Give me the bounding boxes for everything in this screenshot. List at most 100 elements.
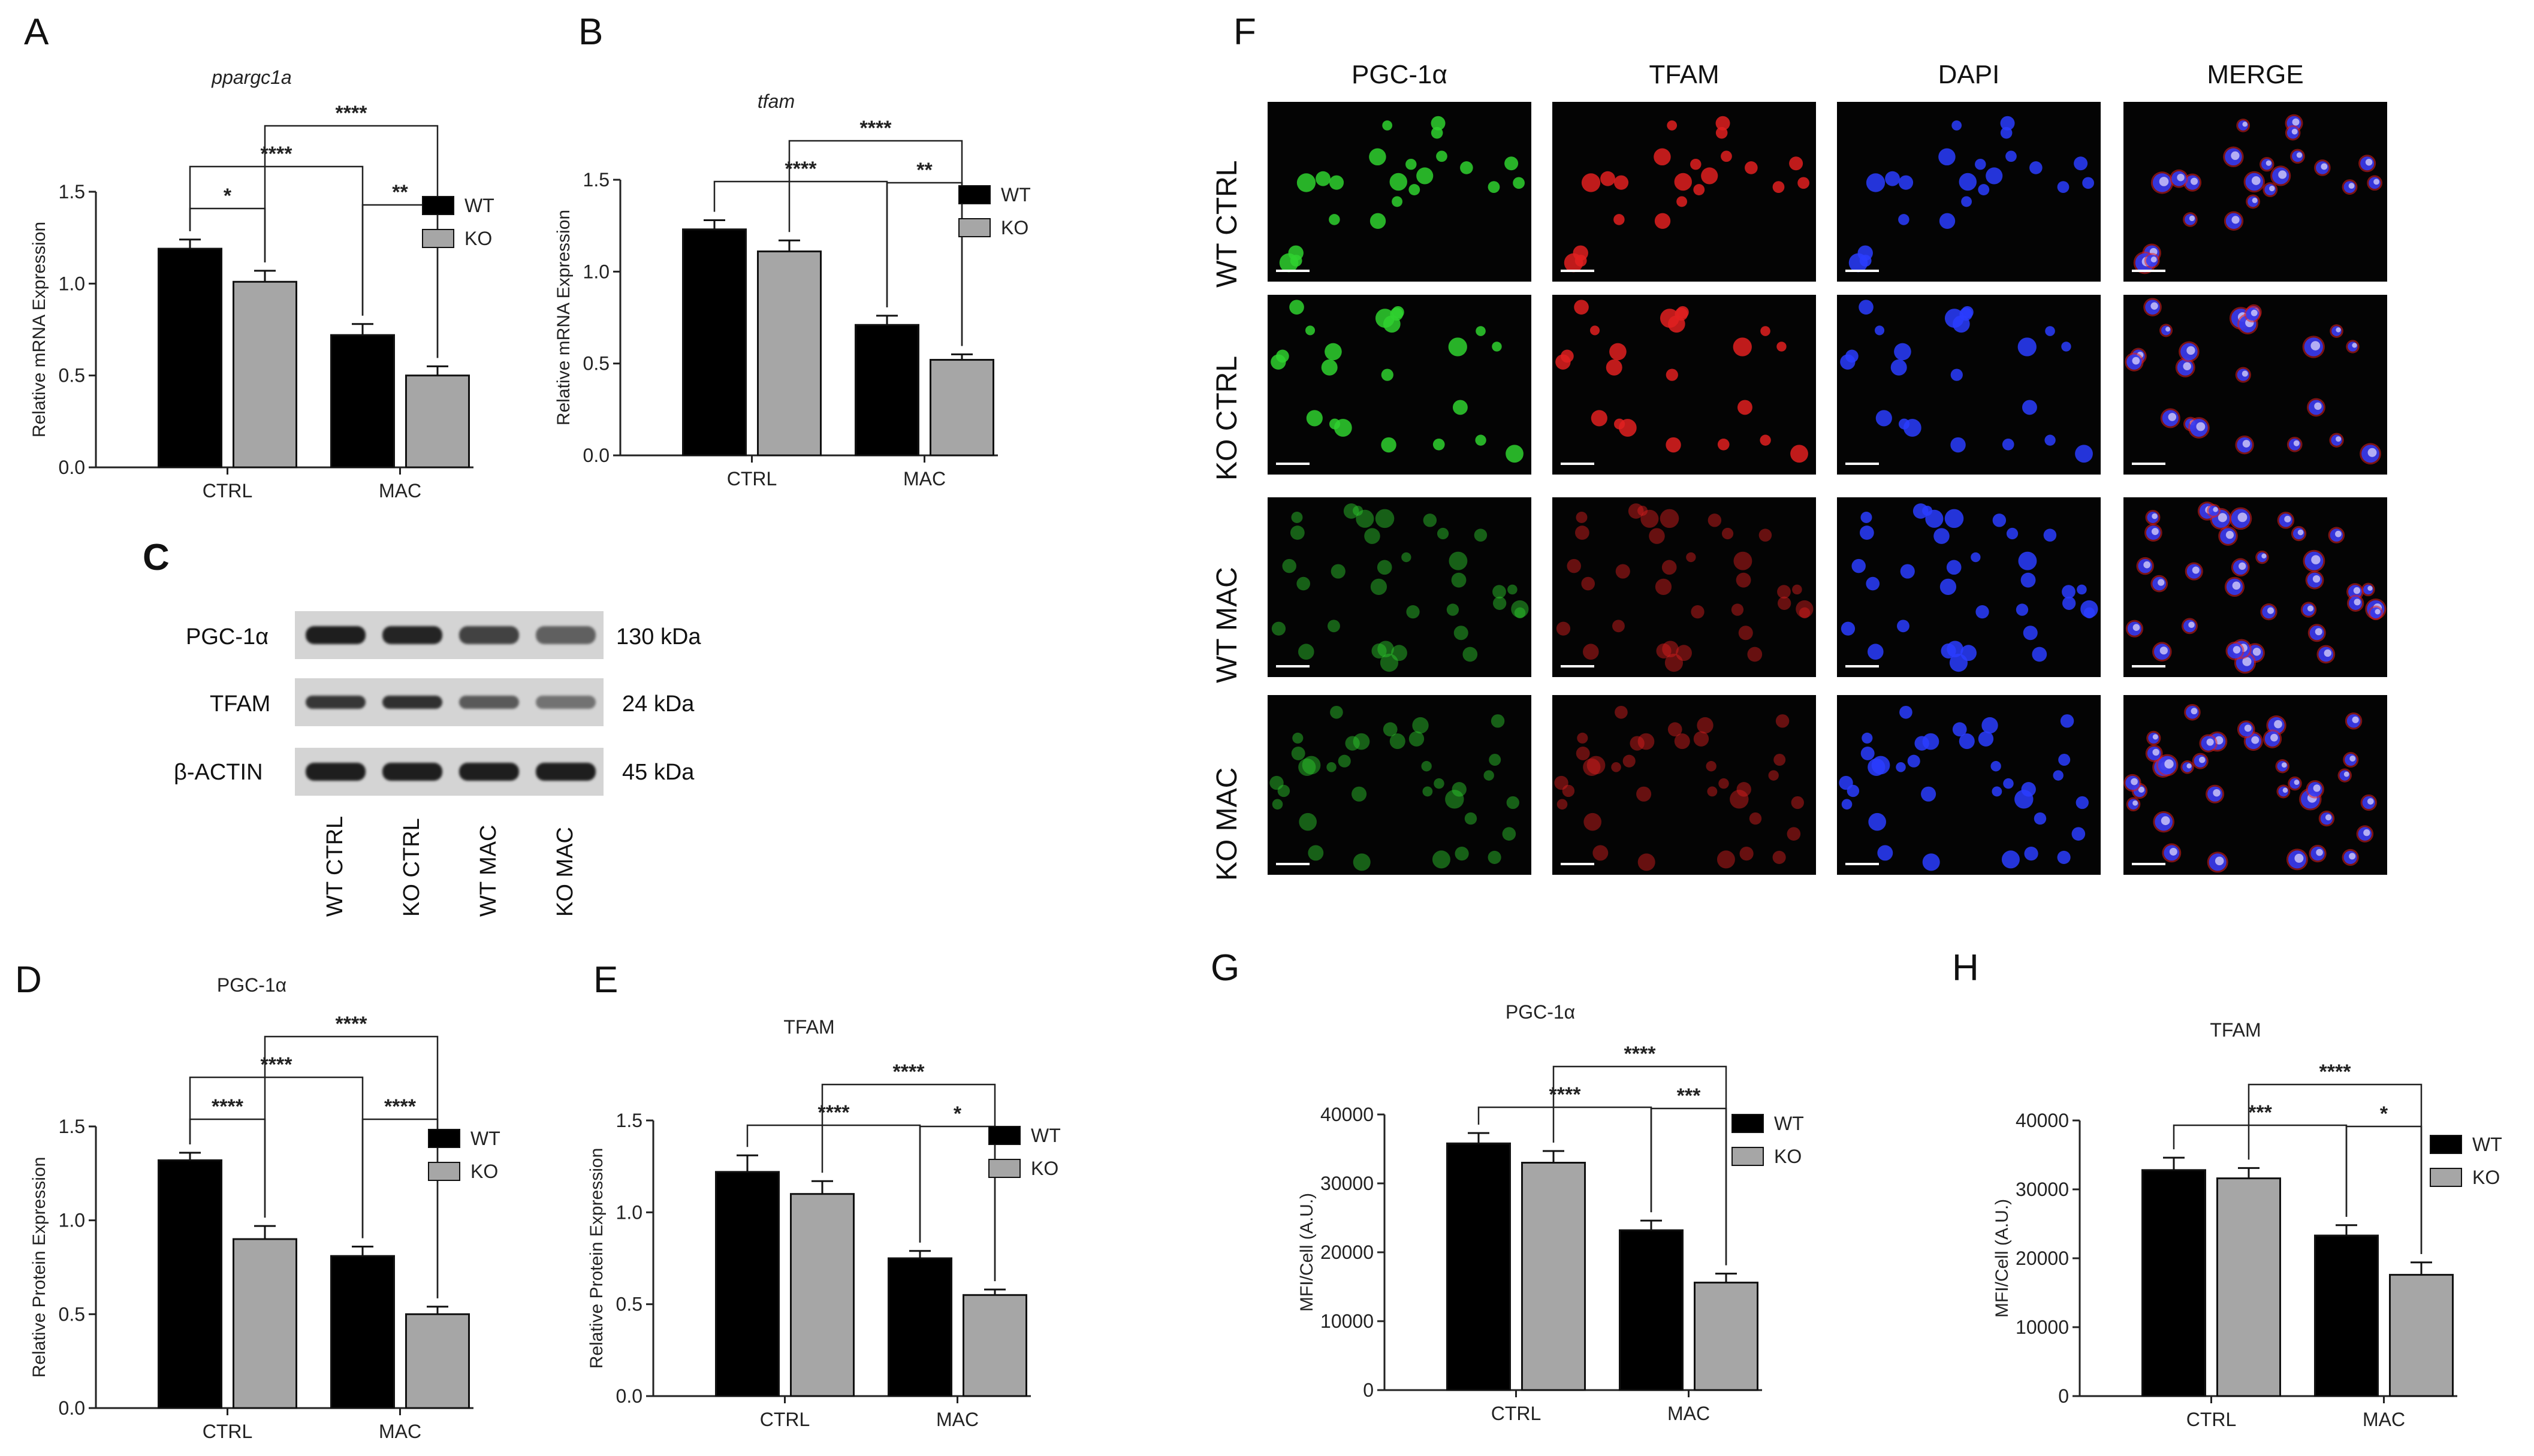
chart-h-ytick-label: 20000 [2016, 1247, 2069, 1269]
immuno-cells [2125, 298, 2381, 465]
immuno-cell [1321, 359, 1338, 376]
immuno-cell [2315, 628, 2322, 636]
immuno-cell [1506, 796, 1519, 809]
chart-h-xtick-label: MAC [2363, 1409, 2405, 1430]
immuno-cell [2213, 789, 2221, 797]
immuno-cell [1449, 551, 1468, 570]
immuno-cell [1718, 778, 1729, 789]
immuno-cell [1664, 654, 1684, 672]
immuno-cell [1851, 558, 1866, 573]
immuno-cell [1877, 845, 1893, 861]
chart-h-sig-label: *** [2248, 1101, 2272, 1124]
chart-g-ytick-label: 10000 [1320, 1310, 1374, 1332]
immuno-cell [1938, 148, 1956, 166]
immuno-cell [1693, 184, 1705, 195]
chart-d-sig-bracket [189, 1076, 364, 1238]
immuno-cell [2365, 158, 2373, 166]
chart-e-ytick-label: 1.0 [616, 1201, 642, 1223]
immuno-cell [1507, 584, 1518, 595]
immuno-cell [1272, 799, 1283, 810]
immuno-cell [1269, 775, 1284, 790]
immuno-cell [2343, 771, 2349, 777]
chart-a-ylabel: Relative mRNA Expression [29, 222, 49, 437]
chart-a-legend-swatch-ko [422, 229, 454, 248]
immuno-cell [1483, 770, 1494, 781]
immuno-cell [1592, 845, 1609, 861]
immuno-cell [1686, 552, 1696, 563]
immuno-cell [1667, 722, 1682, 737]
chart-h-ytick-label: 10000 [2016, 1316, 2069, 1338]
immuno-cell [1841, 621, 1856, 636]
immuno-cell [1921, 786, 1936, 802]
immuno-cell [2151, 528, 2159, 535]
immuno-image-2 [1837, 497, 2101, 677]
immuno-cell [1511, 600, 1529, 618]
immuno-cell [2367, 798, 2374, 805]
immuno-cell [1489, 754, 1501, 766]
immunofluorescence-panel: PGC-1α TFAM DAPI MERGE WT CTRL KO CTRL WT MAC K… [1199, 54, 2397, 893]
immuno-cell [1772, 850, 1786, 865]
blot-band [536, 696, 596, 709]
immuno-image-2 [1837, 295, 2101, 475]
immuno-cell [1654, 148, 1671, 166]
immuno-cell [2251, 309, 2258, 316]
immuno-cell [1675, 307, 1688, 321]
immuno-cell [1406, 605, 1420, 619]
immuno-cell [1492, 585, 1506, 599]
western-blot-panel: PGC-1α TFAM β-ACTIN 130 kDa 24 kDa 45 kD… [162, 593, 755, 929]
immuno-cell [2058, 754, 2071, 766]
immuno-cell [1488, 181, 1500, 193]
immuno-cell [2251, 736, 2260, 744]
immuno-cell [1791, 796, 1804, 809]
chart-e-legend-swatch-ko [988, 1159, 1021, 1178]
immuno-cell [1738, 626, 1753, 641]
chart-e-ytick-label: 0.0 [616, 1385, 642, 1407]
immuno-cell [1375, 509, 1395, 528]
scale-bar [2132, 665, 2165, 667]
chart-e-bar-ko-mac [963, 1294, 1027, 1397]
chart-b-sig-bracket [713, 180, 888, 307]
chart-a-ytick-label: 0.5 [59, 365, 85, 386]
chart-a-legend-swatch-wt [422, 196, 454, 215]
immuno-cell [1353, 853, 1371, 871]
immuno-cell [1885, 171, 1900, 186]
immuno-cell [2022, 400, 2037, 415]
blot-size-pgc1a: 130 kDa [616, 624, 701, 650]
chart-g-bar-ko-ctrl [1521, 1162, 1586, 1391]
chart-b-ytick-label: 0.5 [583, 353, 610, 374]
immuno-cell [1460, 161, 1473, 174]
immuno-cell [1583, 758, 1601, 776]
immuno-cell [1574, 255, 1587, 267]
immuno-cell [2375, 609, 2381, 615]
immuno-cell [1736, 572, 1751, 588]
chart-b-bar-wt-ctrl [682, 228, 747, 457]
immuno-cell [1655, 578, 1672, 595]
immuno-cell [1667, 120, 1678, 131]
immuno-cell [2132, 800, 2138, 806]
immuno-cell [2044, 434, 2056, 446]
immuno-cell [1676, 645, 1692, 661]
immuno-cell [1890, 359, 1907, 376]
immuno-cell [1777, 596, 1791, 610]
immuno-cell [2294, 780, 2300, 786]
immuno-cell [2231, 151, 2240, 160]
immuno-cell [1992, 513, 2007, 527]
blot-band [536, 626, 596, 644]
chart-d-ylabel: Relative Protein Expression [29, 1157, 49, 1378]
immuno-cell [1491, 714, 1505, 728]
immuno-cell [1760, 434, 1771, 446]
chart-a-legend-label-ko: KO [464, 228, 492, 249]
immuno-cell [1290, 525, 1305, 540]
scale-bar [1276, 270, 1310, 272]
chart-g-sig-label: *** [1677, 1085, 1701, 1107]
immuno-cell [2349, 756, 2356, 762]
immuno-cell [1661, 560, 1677, 575]
immuno-cell [1866, 576, 1880, 591]
immuno-cell [1453, 626, 1468, 641]
immuno-cell [1464, 812, 1477, 825]
chart-b-sig-bracket [788, 140, 963, 346]
immuno-cell [1630, 736, 1645, 751]
immuno-cell [2313, 784, 2321, 792]
immuno-cell [1839, 775, 1853, 790]
immuno-row-label: KO CTRL [1211, 355, 1243, 481]
